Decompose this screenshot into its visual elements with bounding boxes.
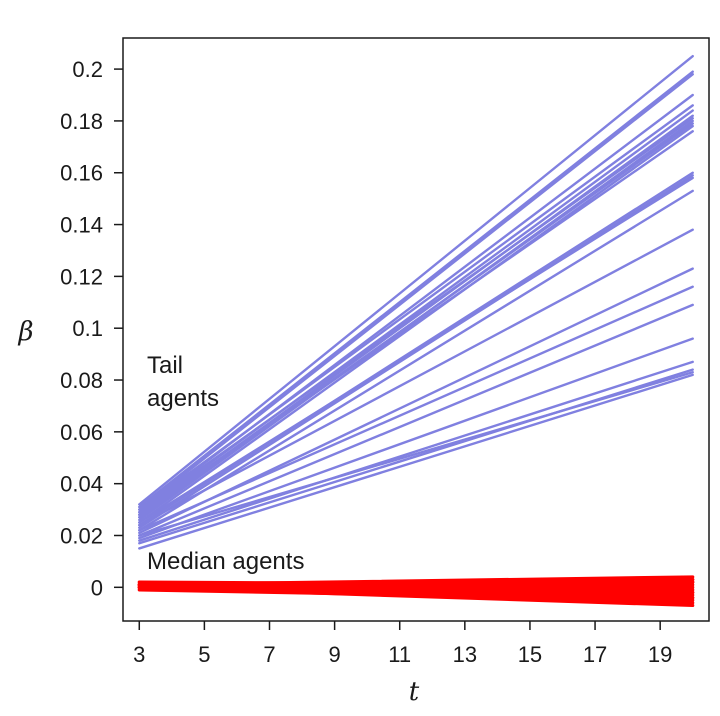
series-layer — [137, 54, 695, 608]
x-tick-label: 7 — [263, 642, 275, 667]
tail-agent-line — [138, 371, 694, 537]
tail-agent-line — [138, 130, 694, 516]
median-agents-annotation: Median agents — [147, 548, 304, 575]
tail-agents-annotation-line1: Tail — [147, 352, 183, 379]
tail-agent-line — [138, 373, 694, 550]
tail-agents-series — [138, 54, 694, 550]
y-tick-label: 0.2 — [72, 57, 103, 82]
tail-agent-line — [138, 337, 694, 540]
x-tick-label: 15 — [518, 642, 542, 667]
x-tick-label: 17 — [583, 642, 607, 667]
y-tick-label: 0 — [91, 575, 103, 600]
x-tick-label: 11 — [388, 642, 411, 667]
tail-agent-line — [138, 104, 694, 511]
y-tick-label: 0.12 — [60, 264, 103, 289]
median-agent-line — [137, 580, 695, 587]
y-tick-label: 0.04 — [60, 472, 103, 497]
y-tick-label: 0.16 — [60, 161, 103, 186]
x-tick-label: 9 — [328, 642, 340, 667]
y-tick-label: 0.02 — [60, 523, 103, 548]
tail-agent-line — [138, 117, 694, 514]
tail-agent-line — [138, 303, 694, 537]
y-axis: 0 0.02 0.04 0.06 0.08 0.1 0.12 0.14 0.16 0.18 0.2 — [60, 57, 123, 600]
y-axis-title: β — [17, 317, 33, 347]
x-tick-label: 13 — [453, 642, 477, 667]
x-tick-label: 5 — [198, 642, 210, 667]
tail-agent-line — [138, 176, 694, 524]
tail-agent-line — [138, 54, 694, 506]
x-tick-label: 19 — [648, 642, 672, 667]
median-agent-line — [137, 583, 695, 600]
median-agent-line — [137, 588, 695, 602]
tail-agent-line — [138, 285, 694, 532]
y-tick-label: 0.1 — [72, 316, 103, 341]
plot-frame — [122, 37, 710, 622]
tail-agent-line — [138, 228, 694, 527]
y-tick-label: 0.18 — [60, 109, 103, 134]
x-axis: 3 5 7 9 11 13 15 17 19 — [133, 621, 672, 667]
tail-agents-annotation-line2: agents — [147, 385, 219, 412]
median-agents-series — [137, 575, 695, 608]
y-tick-label: 0.14 — [60, 213, 103, 238]
y-tick-label: 0.06 — [60, 420, 103, 445]
tail-agent-line — [138, 70, 694, 509]
tail-agent-line — [138, 189, 694, 532]
tail-agent-line — [138, 360, 694, 542]
x-tick-label: 3 — [133, 642, 145, 667]
x-axis-title: t — [409, 677, 420, 707]
y-tick-label: 0.08 — [60, 368, 103, 393]
tail-agent-line — [138, 73, 694, 511]
